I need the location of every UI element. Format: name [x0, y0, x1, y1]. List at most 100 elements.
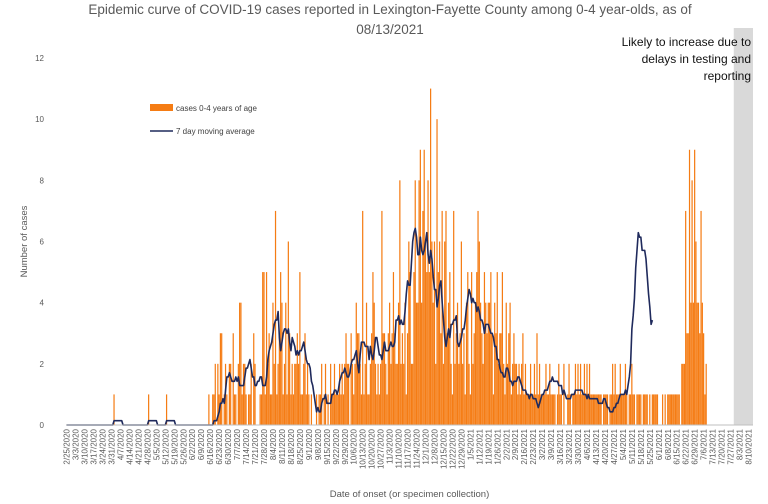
- case-bar: [673, 394, 675, 425]
- x-tick-label: 2/23/2021: [529, 428, 538, 464]
- annotation-line: delays in testing and: [642, 52, 751, 66]
- case-bar: [471, 272, 473, 425]
- case-bar: [495, 333, 497, 425]
- case-bar: [664, 394, 666, 425]
- case-bar: [661, 394, 664, 425]
- case-bar: [606, 394, 609, 425]
- case-bar: [556, 394, 559, 425]
- case-bar: [577, 363, 579, 425]
- case-bar: [655, 394, 657, 425]
- case-bar: [306, 363, 309, 425]
- x-tick-label: 5/11/2021: [628, 428, 637, 464]
- x-tick-label: 7/28/2020: [260, 428, 269, 464]
- case-bar: [404, 302, 406, 425]
- case-bar: [478, 241, 480, 425]
- x-tick-label: 7/7/2020: [233, 428, 242, 460]
- case-bar: [545, 363, 547, 425]
- case-bar: [262, 272, 264, 425]
- case-bar: [383, 333, 386, 425]
- x-tick-label: 6/29/2021: [691, 428, 700, 464]
- case-bar: [381, 210, 383, 425]
- x-tick-label: 3/3/2020: [72, 428, 81, 460]
- case-bar: [540, 394, 542, 425]
- case-bar: [683, 363, 686, 425]
- case-bar: [469, 394, 471, 425]
- x-tick-label: 12/15/2020: [439, 428, 448, 469]
- case-bar: [465, 302, 468, 425]
- x-tick-label: 11/3/2020: [386, 428, 395, 464]
- case-bar: [506, 363, 509, 425]
- case-bar: [248, 394, 250, 425]
- case-bar: [240, 302, 242, 425]
- case-bar: [432, 302, 434, 425]
- x-tick-label: 3/9/2021: [547, 428, 556, 460]
- case-bar: [283, 363, 286, 425]
- case-bar: [597, 394, 600, 425]
- case-bar: [488, 302, 491, 425]
- case-bar: [487, 302, 489, 425]
- case-bar: [437, 272, 439, 425]
- case-bar: [668, 394, 670, 425]
- case-bar: [687, 333, 689, 425]
- x-tick-label: 1/12/2021: [475, 428, 484, 464]
- plot-area: [66, 28, 753, 426]
- case-bar: [232, 333, 234, 425]
- x-tick-label: 10/27/2020: [377, 428, 386, 469]
- case-bar: [438, 241, 441, 425]
- case-bar: [620, 394, 623, 425]
- case-bar: [374, 363, 377, 425]
- case-bar: [113, 394, 115, 425]
- x-tick-label: 12/8/2020: [430, 428, 439, 464]
- case-bar: [476, 272, 478, 425]
- case-bar: [394, 333, 396, 425]
- case-bar: [442, 363, 445, 425]
- case-bar: [456, 302, 459, 425]
- case-bar: [447, 302, 450, 425]
- case-bar: [373, 302, 375, 425]
- case-bar: [682, 363, 684, 425]
- case-bar: [467, 272, 469, 425]
- case-bar: [599, 394, 601, 425]
- case-bar: [268, 333, 270, 425]
- case-bar: [654, 394, 656, 425]
- case-bar: [344, 363, 346, 425]
- case-bar: [422, 210, 424, 425]
- case-bar: [281, 302, 283, 425]
- case-bar: [544, 394, 546, 425]
- case-bar: [603, 394, 605, 425]
- x-tick-label: 12/22/2020: [448, 428, 457, 469]
- x-tick-label: 4/20/2021: [601, 428, 610, 464]
- case-bar: [233, 394, 236, 425]
- case-bar: [359, 363, 361, 425]
- case-bar: [294, 363, 296, 425]
- case-bar: [213, 394, 215, 425]
- x-tick-label: 10/20/2020: [368, 428, 377, 469]
- case-bar: [479, 302, 482, 425]
- x-tick-label: 2/16/2021: [520, 428, 529, 464]
- case-bar: [449, 272, 451, 425]
- x-tick-label: 4/14/2020: [125, 428, 134, 464]
- case-bar: [678, 394, 680, 425]
- case-bar: [549, 363, 551, 425]
- case-bar: [696, 302, 698, 425]
- case-bar: [377, 363, 379, 425]
- case-bar: [636, 394, 638, 425]
- case-bar: [421, 302, 423, 425]
- case-bar: [626, 394, 628, 425]
- case-bar: [604, 394, 606, 425]
- case-bar: [569, 394, 571, 425]
- case-bar: [428, 272, 430, 425]
- y-tick-label: 10: [35, 115, 44, 124]
- case-bar: [355, 302, 357, 425]
- x-tick-label: 3/17/2020: [90, 428, 99, 464]
- case-bar: [483, 272, 486, 425]
- x-tick-label: 3/16/2021: [556, 428, 565, 464]
- case-bar: [504, 394, 506, 425]
- case-bar: [376, 394, 378, 425]
- case-bar: [605, 394, 607, 425]
- x-tick-label: 7/27/2021: [727, 428, 736, 464]
- x-tick-label: 8/3/2021: [736, 428, 745, 460]
- case-bar: [642, 394, 644, 425]
- case-bar: [644, 394, 646, 425]
- case-bar: [572, 394, 574, 425]
